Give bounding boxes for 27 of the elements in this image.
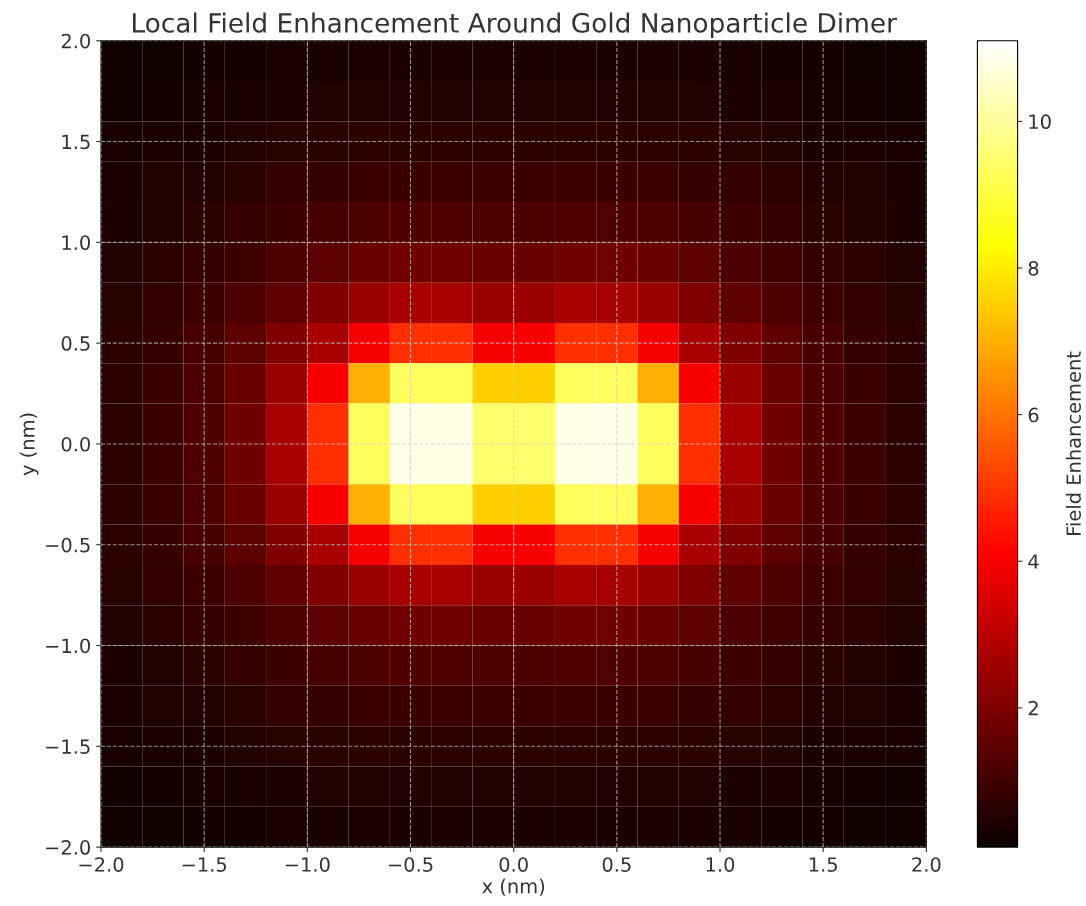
y-tick-label: 2.0 <box>61 33 90 49</box>
x-tick-label: −1.0 <box>285 857 330 872</box>
y-tick-label: 0.0 <box>61 436 90 452</box>
color-bar-label: 4 <box>1028 554 1039 569</box>
y-tick-label: 0.5 <box>61 336 90 351</box>
y-tick-label: −0.5 <box>46 537 90 553</box>
x-tick-label: −0.5 <box>388 857 433 872</box>
y-tick-label: −1.0 <box>46 638 90 654</box>
color-bar-label: 6 <box>1028 407 1039 423</box>
y-axis-title: y (nm) <box>19 413 39 476</box>
color-bar-label: 8 <box>1028 260 1039 276</box>
y-tick-label: 1.5 <box>62 134 90 150</box>
color-bar-title: Field Enhancement <box>1065 351 1081 535</box>
color-bar-label: 2 <box>1028 700 1038 716</box>
y-tick-label: 1.0 <box>62 235 90 251</box>
x-axis-title: x (nm) <box>482 878 545 896</box>
x-tick-label: 0.0 <box>499 857 528 872</box>
x-tick-label: 1.5 <box>809 857 837 872</box>
x-tick-label: −2.0 <box>79 857 124 872</box>
y-tick-label: −2.0 <box>46 840 90 855</box>
x-tick-label: 0.5 <box>602 857 631 872</box>
color-bar-label: 10 <box>1029 114 1051 130</box>
x-tick-label: 2.0 <box>912 857 941 872</box>
x-tick-label: −1.5 <box>182 857 227 872</box>
y-tick-label: −1.5 <box>46 739 90 754</box>
x-tick-label: 1.0 <box>706 857 735 872</box>
chart-title: Local Field Enhancement Around Gold Nanoparticle Dimer <box>133 12 897 38</box>
